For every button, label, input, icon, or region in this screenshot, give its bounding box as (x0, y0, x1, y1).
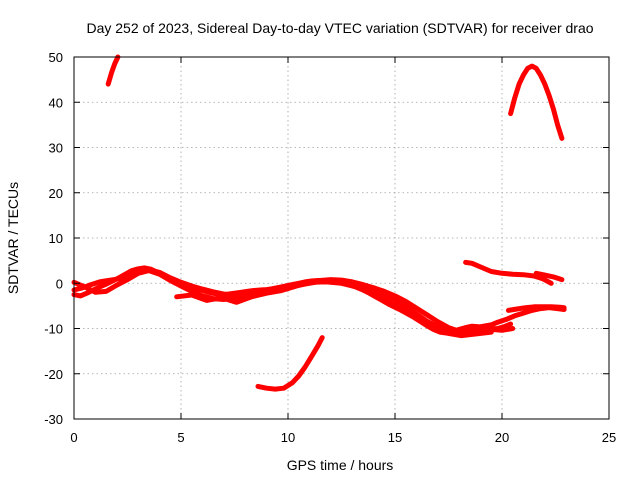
y-tick-label: 40 (49, 95, 63, 110)
series-arc-5 (533, 270, 565, 283)
x-tick-label: 10 (281, 430, 295, 445)
series-arc-1 (105, 54, 121, 87)
y-tick-label: -30 (44, 412, 63, 427)
x-axis-title: GPS time / hours (287, 457, 394, 473)
x-tick-label: 20 (495, 430, 509, 445)
series-arc-7 (486, 305, 567, 329)
series-arc-2d (174, 279, 494, 339)
series-layer (71, 54, 567, 392)
x-tick-label: 0 (70, 430, 77, 445)
y-tick-label: 30 (49, 141, 63, 156)
series-arc-4 (463, 259, 554, 286)
y-tick-label: -10 (44, 322, 63, 337)
y-tick-label: -20 (44, 367, 63, 382)
x-tick-label: 25 (602, 430, 616, 445)
y-tick-label: 10 (49, 231, 63, 246)
grid (74, 57, 609, 419)
series-arc-3 (255, 335, 325, 392)
series-arc-8 (508, 63, 565, 141)
chart-title: Day 252 of 2023, Sidereal Day-to-day VTE… (86, 20, 593, 36)
y-axis-title: SDTVAR / TECUs (5, 182, 21, 294)
y-tick-label: 20 (49, 186, 63, 201)
axis-ticks: 0 5 10 15 20 25 -30 -20 -10 0 10 20 30 40 50 (44, 50, 616, 445)
y-tick-label: 0 (56, 276, 63, 291)
y-tick-label: 50 (49, 50, 63, 65)
x-tick-label: 15 (388, 430, 402, 445)
x-tick-label: 5 (177, 430, 184, 445)
